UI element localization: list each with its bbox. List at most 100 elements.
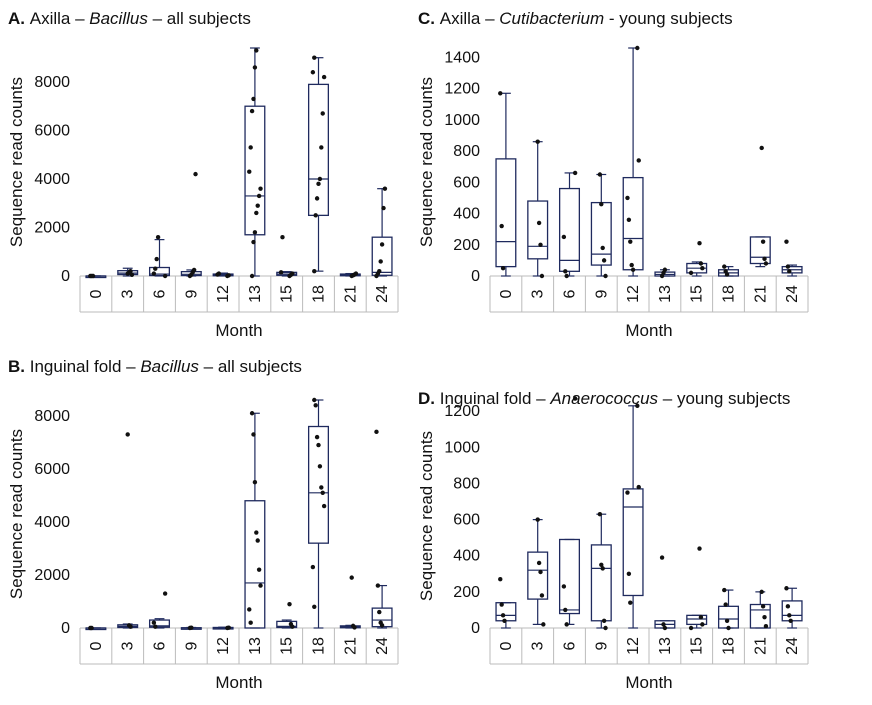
x-tick-label: 6 bbox=[562, 641, 579, 650]
iqr-box bbox=[244, 105, 266, 236]
data-point bbox=[563, 269, 568, 274]
y-tick-label: 4000 bbox=[34, 171, 70, 188]
data-point bbox=[697, 241, 702, 246]
box-month-18 bbox=[307, 399, 330, 629]
data-point bbox=[500, 265, 506, 271]
x-tick-label: 13 bbox=[247, 285, 264, 303]
x-axis-label: Month bbox=[625, 673, 672, 692]
x-tick-label: 9 bbox=[183, 641, 200, 650]
iqr-box bbox=[244, 500, 266, 629]
data-point bbox=[763, 623, 769, 629]
box-month-24 bbox=[781, 264, 803, 277]
iqr-box bbox=[495, 158, 517, 268]
data-point bbox=[249, 273, 255, 279]
data-point bbox=[216, 271, 222, 276]
box-month-21 bbox=[749, 236, 771, 268]
data-point bbox=[539, 593, 545, 598]
data-point bbox=[312, 55, 317, 60]
y-tick-label: 1200 bbox=[444, 403, 480, 420]
data-point bbox=[601, 618, 607, 623]
x-tick-label: 24 bbox=[374, 285, 391, 303]
chart-c: C. Axilla – Cutibacterium - young subjec… bbox=[417, 9, 809, 340]
y-tick-label: 1400 bbox=[444, 49, 480, 66]
data-point bbox=[688, 625, 694, 631]
data-point bbox=[252, 479, 258, 485]
data-point bbox=[352, 625, 357, 630]
data-point bbox=[251, 96, 256, 102]
iqr-box bbox=[590, 201, 612, 266]
panel-d: D. Inguinal fold – Anaerococcus – young … bbox=[410, 352, 840, 705]
iqr-box bbox=[622, 488, 644, 597]
box-month-13 bbox=[244, 412, 266, 629]
data-point bbox=[787, 613, 792, 618]
y-tick-label: 2000 bbox=[34, 219, 70, 236]
data-point bbox=[563, 607, 568, 613]
box-month-6 bbox=[558, 172, 581, 277]
iqr-box bbox=[590, 544, 612, 622]
x-tick-label: 9 bbox=[593, 289, 610, 298]
data-point bbox=[312, 268, 317, 274]
data-point bbox=[256, 193, 262, 199]
x-tick-label: 15 bbox=[279, 637, 296, 655]
y-tick-label: 400 bbox=[453, 548, 480, 565]
x-tick-label: 24 bbox=[374, 637, 391, 655]
x-tick-label: 21 bbox=[752, 285, 769, 303]
iqr-box bbox=[749, 236, 771, 265]
y-tick-label: 800 bbox=[453, 143, 480, 160]
data-point bbox=[379, 242, 385, 247]
data-point bbox=[572, 170, 578, 176]
data-point bbox=[278, 270, 284, 275]
data-point bbox=[193, 171, 198, 177]
data-point bbox=[153, 266, 158, 271]
x-tick-label: 12 bbox=[215, 637, 232, 655]
x-axis-label: Month bbox=[215, 321, 262, 340]
y-tick-label: 6000 bbox=[34, 122, 70, 139]
data-point bbox=[321, 74, 327, 80]
data-point bbox=[603, 273, 608, 279]
data-point bbox=[377, 268, 382, 274]
data-point bbox=[541, 622, 546, 627]
chart-d: D. Inguinal fold – Anaerococcus – young … bbox=[417, 389, 809, 692]
x-tick-label: 21 bbox=[342, 637, 359, 655]
y-tick-label: 400 bbox=[453, 206, 480, 223]
data-point bbox=[661, 622, 666, 627]
data-point bbox=[629, 262, 634, 268]
y-tick-label: 600 bbox=[453, 174, 480, 191]
x-tick-label: 24 bbox=[784, 285, 801, 303]
data-point bbox=[255, 538, 260, 543]
data-point bbox=[601, 258, 607, 263]
panel-b: B. Inguinal fold – Bacillus – all subjec… bbox=[0, 352, 430, 705]
data-point bbox=[226, 273, 231, 278]
data-point bbox=[247, 169, 252, 174]
x-tick-label: 0 bbox=[88, 289, 105, 298]
data-point bbox=[724, 618, 730, 623]
data-point bbox=[317, 464, 323, 469]
data-point bbox=[313, 213, 318, 218]
x-tick-label: 18 bbox=[721, 285, 738, 303]
data-point bbox=[499, 223, 504, 229]
data-point bbox=[698, 614, 704, 620]
data-point bbox=[375, 583, 381, 588]
x-axis-label: Month bbox=[215, 673, 262, 692]
iqr-box bbox=[148, 266, 171, 277]
x-tick-label: 0 bbox=[498, 641, 515, 650]
box-month-12 bbox=[622, 405, 644, 629]
box-month-15 bbox=[276, 619, 298, 629]
y-tick-label: 1000 bbox=[444, 439, 480, 456]
y-tick-label: 0 bbox=[471, 620, 480, 637]
x-tick-label: 18 bbox=[721, 637, 738, 655]
data-point bbox=[726, 625, 731, 631]
y-tick-label: 200 bbox=[453, 584, 480, 601]
data-point bbox=[248, 145, 253, 150]
data-point bbox=[316, 442, 321, 448]
x-tick-label: 6 bbox=[152, 641, 169, 650]
x-tick-label: 21 bbox=[752, 637, 769, 655]
data-point bbox=[128, 624, 133, 629]
iqr-box bbox=[307, 83, 330, 217]
data-point bbox=[151, 620, 157, 625]
data-point bbox=[310, 70, 316, 75]
data-point bbox=[254, 530, 259, 535]
data-point bbox=[258, 583, 263, 588]
data-point bbox=[256, 567, 262, 572]
data-point bbox=[784, 239, 789, 244]
